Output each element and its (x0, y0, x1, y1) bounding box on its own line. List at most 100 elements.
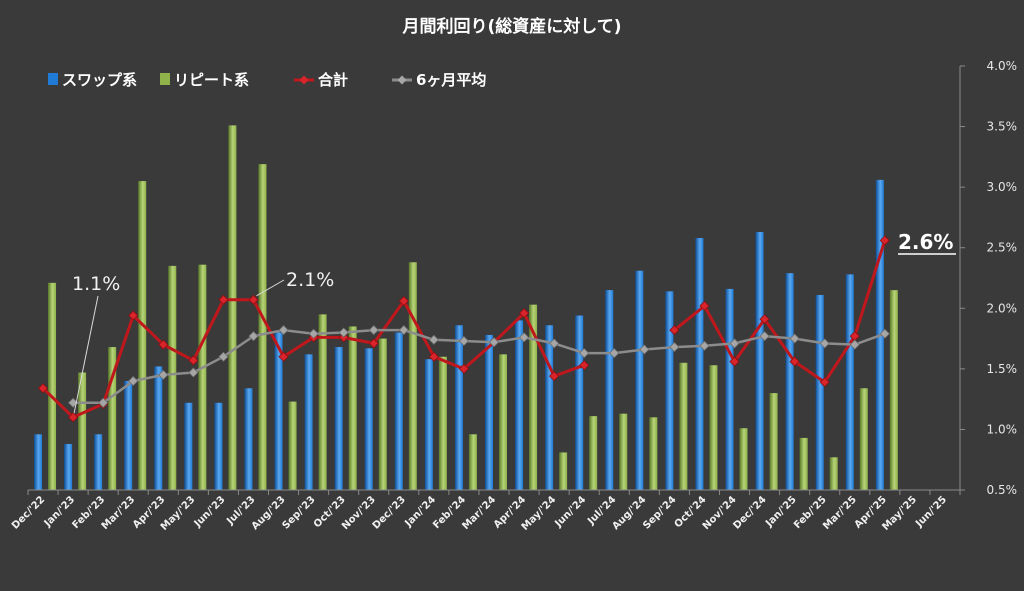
point-total (518, 308, 530, 319)
bar-swap (454, 325, 463, 490)
bar-repeat (348, 326, 357, 490)
point-total (368, 338, 379, 349)
legend-label: スワップ系 (62, 71, 137, 89)
y-tick-label: 4.0% (987, 59, 1018, 73)
point-six-month-average (729, 338, 740, 349)
y-tick-label: 1.0% (987, 422, 1018, 436)
bar-repeat (108, 347, 117, 490)
point-six-month-average (549, 338, 560, 349)
point-six-month-average (188, 367, 199, 378)
point-six-month-average (278, 325, 289, 336)
x-tick-label: Sep/'23 (280, 494, 317, 531)
bar-repeat (559, 452, 568, 490)
point-total (188, 355, 199, 366)
legend-swatch (160, 73, 170, 85)
point-six-month-average (609, 348, 620, 359)
point-six-month-average (398, 325, 409, 336)
line-six-month-average (73, 328, 886, 405)
bar-swap (334, 347, 343, 490)
point-total (248, 294, 259, 305)
annotations: 1.1% 2.1% 2.6% (72, 230, 956, 414)
point-six-month-average (98, 397, 109, 408)
bar-swap (815, 294, 824, 490)
x-tick-label: Mar/'24 (460, 494, 498, 532)
y-tick-label: 1.5% (987, 362, 1018, 376)
bar-repeat (829, 457, 838, 490)
legend: スワップ系 リピート系 合計 6ヶ月平均 (48, 71, 486, 89)
annotation-label-highlight: 2.6% (898, 230, 953, 254)
bar-repeat (318, 314, 327, 490)
annotation-label: 2.1% (286, 269, 334, 291)
x-tick-label: Jun/'23 (192, 494, 228, 530)
point-six-month-average (849, 339, 860, 350)
point-total (68, 412, 79, 423)
bar-swap (785, 273, 794, 490)
bar-swap (244, 388, 253, 490)
bar-swap (424, 359, 433, 490)
chart-title: 月間利回り(総資産に対して) (401, 16, 621, 37)
point-six-month-average (338, 327, 349, 338)
point-six-month-average (669, 341, 680, 353)
bar-repeat (709, 365, 718, 490)
bar-repeat (468, 434, 477, 490)
bar-swap (274, 332, 283, 490)
x-tick-label: Mar/'23 (100, 494, 138, 532)
bar-swap (94, 434, 103, 490)
legend-label: 合計 (317, 71, 348, 89)
point-total (218, 294, 229, 305)
y-tick-label: 3.0% (987, 180, 1018, 194)
bar-swap (184, 402, 193, 490)
point-total (669, 325, 680, 336)
bar-swap (635, 270, 644, 490)
bar-repeat (589, 416, 598, 490)
bar-swap (154, 366, 163, 490)
point-six-month-average (759, 331, 770, 342)
x-tick-label: Dec/'23 (371, 494, 408, 531)
point-total (37, 383, 49, 394)
bar-repeat (138, 181, 147, 491)
point-six-month-average (789, 333, 800, 344)
x-tick-label: Jun/'24 (553, 494, 589, 530)
point-total (278, 351, 289, 362)
point-six-month-average (428, 334, 439, 345)
bar-repeat (799, 437, 808, 490)
annotation-leader (73, 295, 99, 414)
bar-repeat (889, 290, 898, 490)
bar-swap (545, 325, 554, 490)
bar-repeat (649, 417, 658, 490)
bar-repeat (378, 338, 387, 490)
bar-swap (124, 380, 133, 490)
y-axis: 0.5% 1.0% 1.5% 2.0% 2.5% 3.0% 3.5% 4.0% (959, 59, 1018, 497)
bar-swap (695, 238, 704, 490)
point-total (699, 300, 710, 311)
point-total (579, 360, 590, 371)
x-tick-label: Jun/'25 (913, 494, 949, 530)
bar-swap (64, 443, 73, 490)
point-six-month-average (819, 338, 830, 349)
bar-swap (515, 320, 524, 490)
bar-repeat (769, 393, 778, 490)
bar-swap (575, 315, 584, 490)
y-tick-label: 0.5% (987, 483, 1018, 497)
legend-label: 6ヶ月平均 (416, 71, 486, 89)
x-axis: Dec/'22Jan/'23Feb/'23Mar/'23Apr/'23May/'… (10, 489, 961, 533)
x-tick-label: Dec/'24 (731, 494, 768, 531)
point-six-month-average (248, 331, 259, 342)
point-total (158, 339, 169, 350)
point-total (428, 351, 439, 362)
point-six-month-average (158, 369, 169, 380)
bar-repeat (739, 428, 748, 490)
legend-swatch-marker (397, 75, 407, 85)
bar-swap (725, 288, 734, 490)
bar-repeat (438, 356, 447, 490)
bar-swap (755, 231, 764, 491)
bar-repeat (408, 262, 417, 490)
annotation-label: 1.1% (72, 273, 120, 295)
bar-repeat (198, 264, 207, 490)
y-tick-label: 2.5% (987, 241, 1018, 255)
point-six-month-average (458, 335, 470, 347)
point-six-month-average (579, 348, 590, 359)
legend-swatch (48, 73, 58, 85)
bar-repeat (288, 401, 297, 490)
bar-repeat (228, 125, 237, 491)
